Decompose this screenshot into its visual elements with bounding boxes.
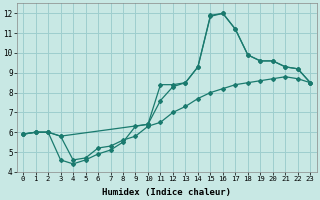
- X-axis label: Humidex (Indice chaleur): Humidex (Indice chaleur): [102, 188, 231, 197]
